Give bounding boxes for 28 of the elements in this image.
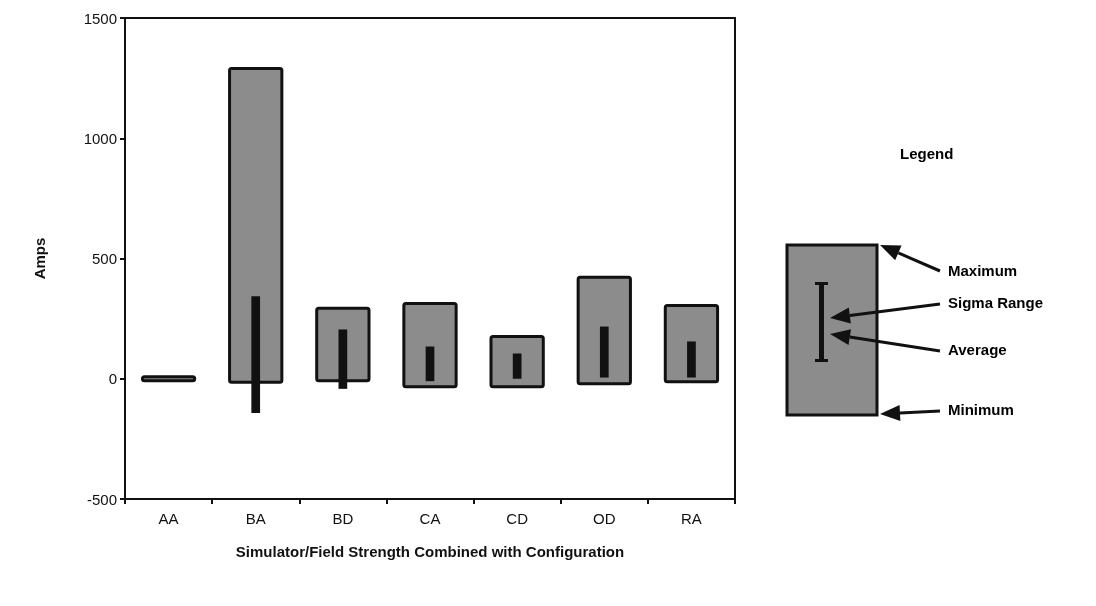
bar (402, 301, 458, 389)
text: Average (948, 341, 1007, 358)
text: Legend (900, 145, 954, 162)
x-axis-title: Simulator/Field Strength Combined with Configuration (235, 542, 625, 560)
y-tick-label: 500 (91, 250, 117, 267)
x-tick-label: AA (158, 510, 179, 527)
y-tick-label: 0 (108, 370, 117, 388)
bar (687, 341, 696, 378)
x-tick-label: CA (419, 510, 441, 527)
x-tick-label: BD (332, 510, 354, 527)
bar (576, 275, 632, 386)
bar (599, 326, 609, 378)
y-tick-label: 1000 (83, 129, 117, 147)
bar (140, 375, 197, 383)
y-axis-title: Amps (31, 237, 48, 280)
bar (489, 334, 545, 389)
bar (512, 353, 522, 379)
text: Maximum (948, 262, 1018, 279)
x-tick-label: BA (245, 510, 266, 527)
y-tick-label: 1500 (83, 9, 117, 27)
bar (663, 303, 720, 384)
x-tick-label: CD (506, 510, 529, 527)
x-tick-label: OD (593, 510, 616, 527)
text: Sigma Range (948, 294, 1044, 311)
x-tick-label: RA (681, 510, 702, 527)
bar (425, 346, 435, 382)
y-tick-label: -500 (86, 490, 117, 508)
text: Minimum (948, 401, 1014, 418)
